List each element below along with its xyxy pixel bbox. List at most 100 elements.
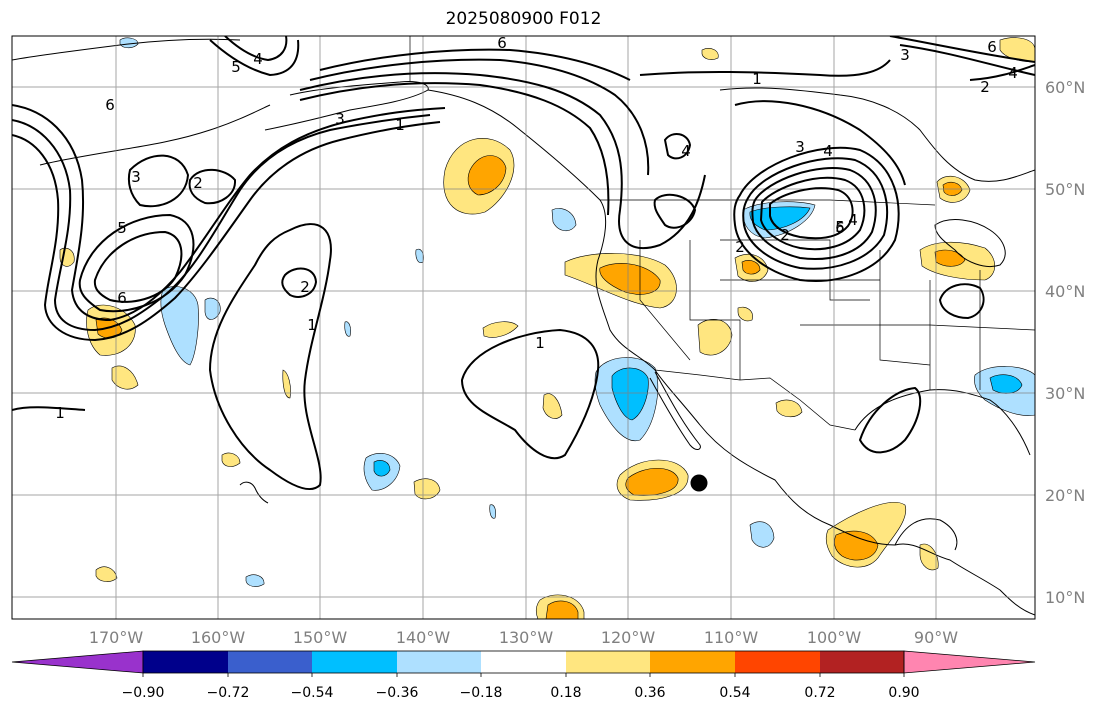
- contour-value-label: 3: [335, 110, 345, 128]
- positive-anomaly-orange: [934, 249, 966, 267]
- colorbar-tick-label: −0.18: [460, 685, 503, 701]
- positive-anomaly-yellow: [282, 369, 291, 399]
- location-marker: [690, 474, 708, 492]
- colorbar-segment: [481, 651, 566, 673]
- negative-anomaly-lightblue: [749, 521, 775, 548]
- contour-value-label: 2: [300, 278, 310, 296]
- negative-anomaly-deepsky: [373, 460, 391, 477]
- contour-value-label: 2: [780, 226, 790, 244]
- contour-3-central-west: [127, 154, 190, 208]
- contour-north-1: [299, 72, 706, 250]
- map-frame: [11, 35, 1036, 620]
- contour-value-label: 6: [987, 38, 997, 56]
- contour-1-west-central: [208, 223, 332, 490]
- positive-anomaly-orange: [834, 530, 879, 561]
- contour-value-label: 2: [980, 78, 990, 96]
- contour-value-label: 2: [193, 174, 203, 192]
- colorbar-segment: [397, 651, 481, 673]
- contour-north-3: [309, 58, 650, 176]
- lon-tick-label: 90°W: [914, 628, 958, 647]
- contour-value-label: 4: [253, 50, 263, 68]
- contour-5-north-west: [209, 39, 300, 77]
- contour-value-label: 2: [735, 238, 745, 256]
- border-state-3: [720, 239, 870, 301]
- contour-2-midwest: [769, 187, 854, 240]
- lat-tick-label: 20°N: [1045, 486, 1085, 505]
- positive-anomaly-yellow: [919, 543, 939, 571]
- colorbar-segment: [650, 651, 735, 673]
- negative-anomaly-lightblue: [551, 208, 577, 231]
- positive-anomaly-yellow: [701, 48, 719, 60]
- contour-value-label: 4: [823, 142, 833, 160]
- contour-2-east: [969, 64, 1035, 81]
- contour-5-midwest: [742, 157, 888, 270]
- colorbar-tick-label: −0.90: [122, 685, 165, 701]
- lon-tick-label: 120°W: [601, 628, 656, 647]
- contour-west-band-1: [12, 114, 431, 332]
- colorbar: [11, 650, 1036, 674]
- contour-1-east-pacific: [460, 328, 600, 460]
- border-state-2: [689, 240, 741, 380]
- colorbar-tick-label: 0.90: [888, 685, 919, 701]
- contour-value-label: 6: [117, 289, 127, 307]
- lat-tick-label: 50°N: [1045, 180, 1085, 199]
- positive-anomaly-yellow: [775, 399, 803, 418]
- colorbar-segment: [735, 651, 820, 673]
- contour-value-label: 4: [681, 142, 691, 160]
- colorbar-tick-label: 0.54: [719, 685, 750, 701]
- coastline-baja: [649, 371, 701, 450]
- contour-2-central-west: [188, 168, 237, 205]
- contour-1-great-lakes: [938, 283, 985, 320]
- negative-anomaly-lightblue: [204, 297, 221, 320]
- contour-layer: [12, 36, 1035, 490]
- positive-anomaly-yellow: [697, 318, 733, 356]
- positive-anomaly-yellow: [999, 37, 1035, 63]
- contour-value-label: 3: [900, 46, 910, 64]
- contour-6-midwest-center: [733, 146, 900, 282]
- positive-anomaly-yellow: [221, 452, 241, 467]
- colorbar-tick-label: −0.72: [207, 685, 250, 701]
- negative-anomaly-lightblue: [119, 37, 139, 49]
- coastline-yucatan: [894, 518, 958, 551]
- contour-value-label: 6: [105, 96, 115, 114]
- border-us-mexico: [654, 369, 856, 431]
- contour-2-northeast: [899, 44, 1035, 76]
- contour-value-label: 1: [752, 70, 762, 88]
- contour-value-label: 1: [307, 316, 317, 334]
- negative-anomaly-lightblue: [160, 286, 199, 366]
- contour-north-4: [319, 48, 631, 81]
- lat-tick-label: 60°N: [1045, 78, 1085, 97]
- contour-value-label: 5: [231, 58, 241, 76]
- colorbar-extend-left: [11, 650, 144, 674]
- contour-6-aleutian-low: [78, 213, 195, 313]
- coastline-russia: [12, 38, 241, 61]
- lon-tick-label: 160°W: [191, 628, 246, 647]
- colorbar-tick-label: 0.18: [550, 685, 581, 701]
- positive-anomaly-orange: [741, 260, 761, 275]
- colorbar-tick-label: −0.36: [376, 685, 419, 701]
- contour-3-midwest: [759, 176, 866, 251]
- contour-value-label: 5: [117, 219, 127, 237]
- contour-west-band-3: [12, 104, 446, 322]
- contour-ne-canada: [734, 100, 906, 186]
- negative-anomaly-lightblue: [489, 504, 496, 519]
- positive-anomaly-yellow: [413, 478, 441, 500]
- contour-canada-loop: [653, 193, 697, 229]
- contour-canada-inner: [663, 133, 692, 160]
- border-state-6: [879, 250, 931, 366]
- contour-value-label: 3: [131, 168, 141, 186]
- coastline-hudson: [719, 87, 1035, 182]
- colorbar-tick-label: 0.36: [634, 685, 665, 701]
- contour-4-midwest: [751, 167, 877, 260]
- contour-1-gulf: [858, 386, 922, 454]
- contour-1-west-edge: [12, 406, 86, 411]
- positive-anomaly-yellow: [95, 566, 118, 582]
- contour-4-north-west: [224, 36, 288, 62]
- colorbar-segment: [820, 651, 904, 673]
- positive-anomaly-orange: [625, 467, 679, 496]
- lon-tick-label: 150°W: [293, 628, 348, 647]
- colorbar-segment: [312, 651, 397, 673]
- lat-tick-label: 10°N: [1045, 588, 1085, 607]
- coastline-layer: [12, 38, 1035, 616]
